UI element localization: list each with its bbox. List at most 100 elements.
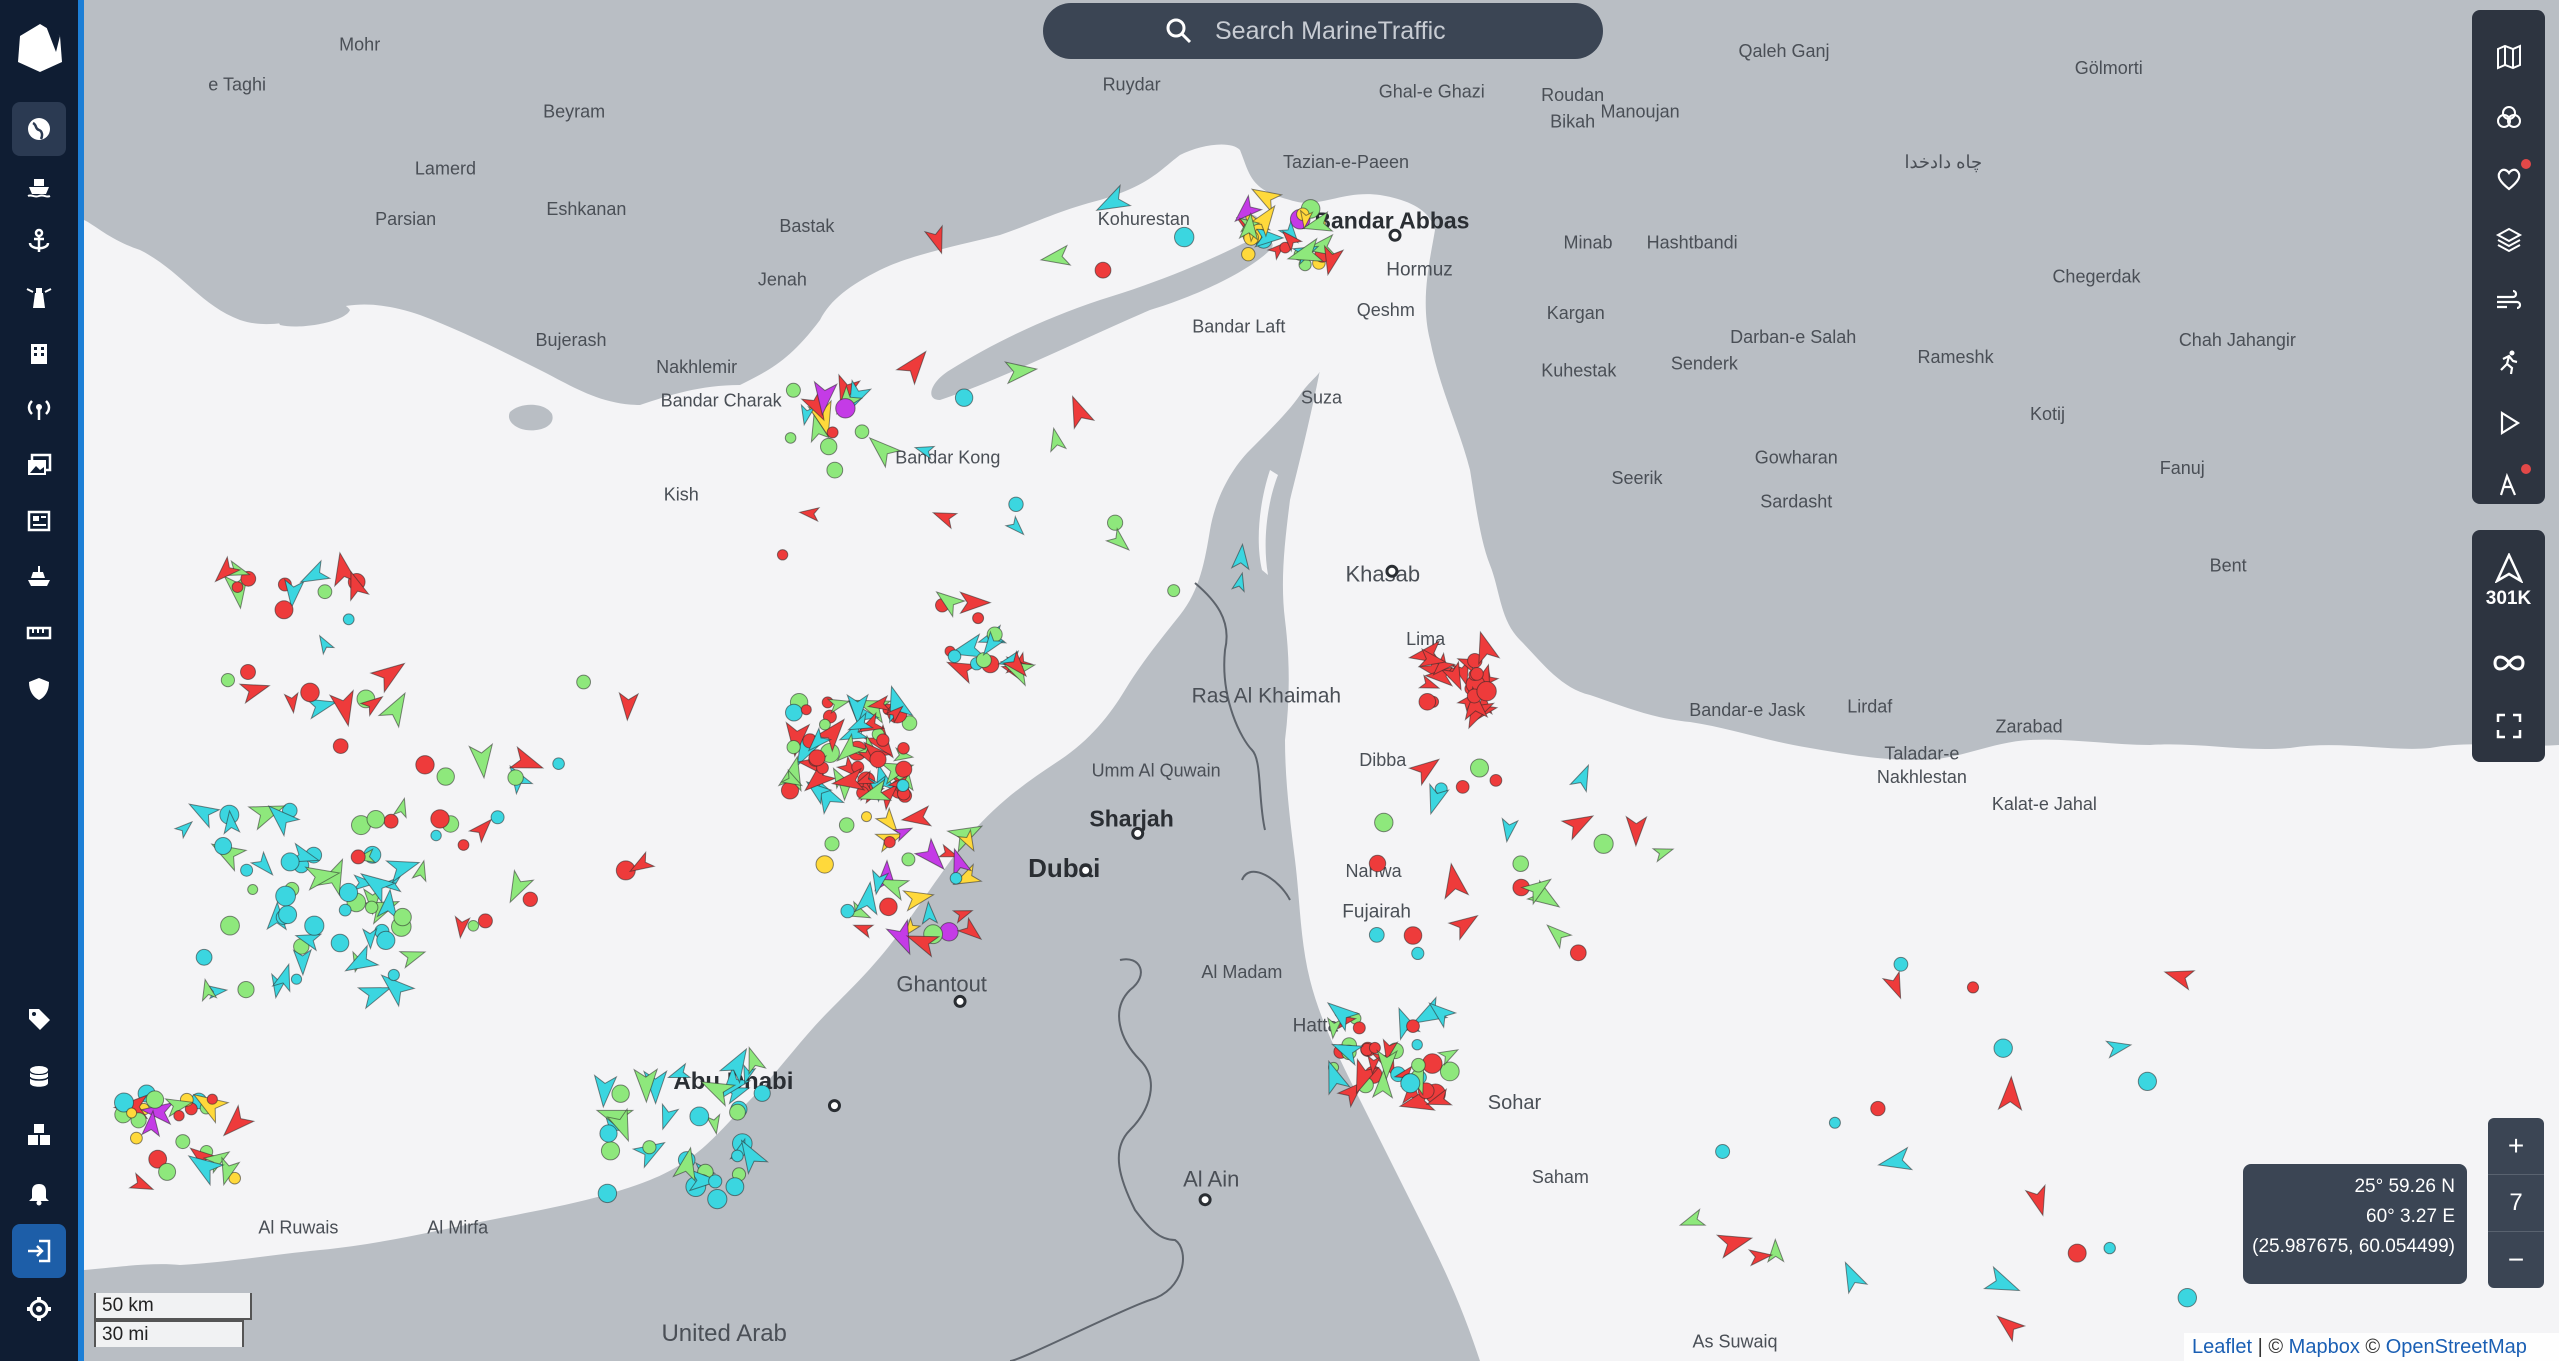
vessel-marker[interactable]: [599, 1124, 618, 1143]
port-marker[interactable]: [953, 994, 967, 1008]
vessel-marker[interactable]: [552, 757, 565, 771]
vessel-marker[interactable]: [385, 860, 421, 884]
vessel-marker[interactable]: [852, 924, 875, 939]
port-marker[interactable]: [1388, 228, 1402, 242]
vessel-marker[interactable]: [618, 691, 640, 722]
vessel-marker[interactable]: [786, 740, 801, 755]
vessel-marker[interactable]: [1371, 1068, 1394, 1099]
vessel-marker[interactable]: [220, 915, 240, 936]
vessel-marker[interactable]: [840, 903, 855, 919]
vessel-marker[interactable]: [467, 920, 480, 932]
vessel-marker[interactable]: [411, 859, 427, 883]
vessel-marker[interactable]: [365, 900, 379, 914]
vessel-marker[interactable]: [949, 872, 963, 885]
vessel-marker[interactable]: [854, 424, 870, 440]
vessel-marker[interactable]: [748, 1046, 767, 1076]
search-bar[interactable]: Search MarineTraffic: [1043, 3, 1603, 59]
vessel-marker[interactable]: [2177, 1288, 2198, 1308]
vessel-marker[interactable]: [195, 948, 213, 966]
vessel-marker[interactable]: [838, 817, 855, 833]
vessel-marker[interactable]: [901, 715, 918, 731]
vessel-marker[interactable]: [824, 836, 840, 852]
vessel-marker[interactable]: [1407, 758, 1441, 787]
vessel-marker[interactable]: [956, 916, 983, 941]
vessel-marker[interactable]: [800, 403, 816, 427]
vessel-marker[interactable]: [826, 698, 851, 715]
vessel-marker[interactable]: [848, 378, 873, 413]
vessel-marker[interactable]: [369, 662, 406, 694]
vessel-marker[interactable]: [238, 683, 271, 705]
vessel-marker[interactable]: [214, 837, 233, 855]
vessel-marker[interactable]: [222, 1104, 256, 1137]
vessel-marker[interactable]: [267, 805, 301, 838]
vessel-marker[interactable]: [1870, 1100, 1886, 1117]
vessel-marker[interactable]: [847, 711, 875, 731]
vessel-marker[interactable]: [1326, 1002, 1361, 1033]
vessel-marker[interactable]: [380, 974, 416, 1008]
vessel-marker[interactable]: [1428, 1002, 1458, 1029]
vessel-marker[interactable]: [290, 973, 303, 985]
vessel-marker[interactable]: [467, 818, 493, 844]
vessel-marker[interactable]: [776, 549, 789, 561]
port-marker[interactable]: [1131, 826, 1145, 840]
vessel-marker[interactable]: [1715, 1144, 1731, 1159]
vessel-marker[interactable]: [826, 461, 844, 479]
vessel-marker[interactable]: [642, 1140, 657, 1155]
vessel-marker[interactable]: [1050, 426, 1068, 453]
vessel-marker[interactable]: [780, 768, 804, 787]
vessel-marker[interactable]: [1993, 1038, 2013, 1058]
navigation-icon[interactable]: [2472, 538, 2545, 598]
vessel-marker[interactable]: [350, 570, 370, 602]
vessel-marker[interactable]: [813, 380, 838, 417]
vessel-marker[interactable]: [275, 885, 297, 907]
vessel-marker[interactable]: [923, 224, 943, 255]
vessel-marker[interactable]: [187, 803, 221, 829]
vessel-marker[interactable]: [597, 1183, 618, 1204]
vessel-marker[interactable]: [1568, 763, 1590, 794]
vessel-marker[interactable]: [2163, 970, 2196, 991]
vessel-marker[interactable]: [201, 978, 218, 1003]
vessel-marker[interactable]: [1008, 496, 1024, 512]
vessel-marker[interactable]: [879, 897, 898, 917]
vessel-marker[interactable]: [1167, 584, 1181, 598]
vessel-marker[interactable]: [1470, 667, 1484, 681]
vessel-marker[interactable]: [611, 1084, 630, 1103]
port-marker[interactable]: [827, 1099, 841, 1113]
vessel-marker[interactable]: [507, 769, 524, 786]
sidebar-item-news[interactable]: [12, 494, 66, 548]
vessel-marker[interactable]: [383, 813, 399, 829]
toolbar-play-button[interactable]: [2472, 393, 2545, 453]
vessel-marker[interactable]: [913, 445, 936, 461]
vessel-marker[interactable]: [158, 1162, 177, 1181]
vessel-marker[interactable]: [1436, 1049, 1460, 1066]
vessel-marker[interactable]: [206, 1093, 218, 1105]
vessel-marker[interactable]: [866, 694, 891, 711]
sidebar-item-globe[interactable]: [12, 102, 66, 156]
vessel-marker[interactable]: [1301, 210, 1334, 232]
vessel-marker[interactable]: [1455, 780, 1470, 794]
vessel-marker[interactable]: [126, 1107, 138, 1119]
vessel-marker[interactable]: [284, 578, 305, 609]
port-markers[interactable]: [827, 228, 1402, 1207]
vessel-marker[interactable]: [1560, 815, 1595, 841]
vessel-marker[interactable]: [292, 948, 313, 977]
vessel-marker[interactable]: [982, 630, 1005, 657]
vessel-marker[interactable]: [114, 1092, 134, 1113]
vessel-marker[interactable]: [299, 559, 332, 583]
vessel-marker[interactable]: [328, 689, 354, 728]
toolbar-heart-button[interactable]: [2472, 149, 2545, 209]
vessel-marker[interactable]: [876, 733, 890, 747]
vessel-marker[interactable]: [972, 612, 985, 625]
vessel-marker[interactable]: [145, 1090, 165, 1109]
vessel-marker[interactable]: [807, 726, 833, 752]
vessel-marker[interactable]: [1569, 944, 1587, 962]
sidebar-item-lighthouse[interactable]: [12, 270, 66, 324]
vessel-marker[interactable]: [317, 584, 333, 600]
vessel-marker[interactable]: [173, 820, 194, 840]
vessel-marker[interactable]: [477, 913, 493, 929]
vessel-marker[interactable]: [338, 903, 352, 917]
vessel-marker[interactable]: [785, 703, 803, 722]
toolbar-layers-button[interactable]: [2472, 210, 2545, 270]
vessel-marker[interactable]: [689, 1106, 710, 1127]
vessel-marker[interactable]: [707, 1189, 728, 1210]
